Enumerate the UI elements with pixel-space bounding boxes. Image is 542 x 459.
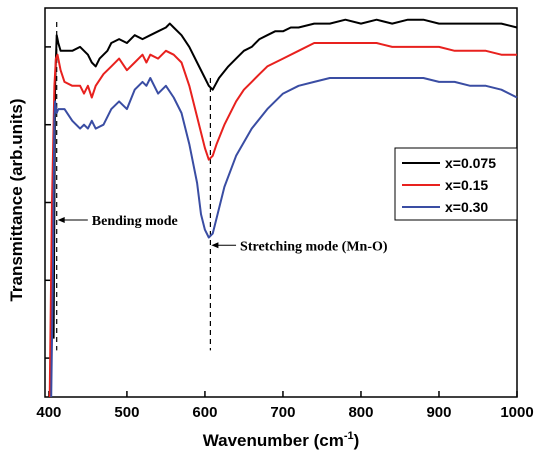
annotation-label-2: Stretching mode (Mn-O)	[240, 239, 388, 254]
x-tick-label-500: 500	[114, 404, 139, 421]
x-axis-title-main: Wavenumber (cm	[203, 431, 344, 450]
legend-label-2: x=0.15	[445, 177, 488, 193]
annotations: Bending mode Stretching mode (Mn-O)	[57, 214, 388, 254]
x-axis-title-sup: -1	[344, 430, 354, 442]
x-axis-ticks: 400 500 600 700 800 900 1000	[36, 391, 534, 421]
legend-items: x=0.075 x=0.15 x=0.30	[402, 155, 496, 215]
legend-label-1: x=0.075	[445, 155, 496, 171]
x-axis-title: Wavenumber (cm-1)	[203, 430, 360, 450]
x-axis-title-close: )	[354, 431, 360, 450]
x-tick-label-800: 800	[348, 404, 373, 421]
legend: x=0.075 x=0.15 x=0.30	[394, 147, 518, 221]
series-layer	[48, 18, 518, 398]
x-tick-label-400: 400	[36, 404, 61, 421]
annotation-arrow-head-1	[57, 217, 65, 224]
legend-label-3: x=0.30	[445, 199, 488, 215]
x-tick-label-1000: 1000	[500, 404, 533, 421]
x-tick-label-600: 600	[192, 404, 217, 421]
guide-lines	[56, 22, 211, 351]
x-tick-label-700: 700	[270, 404, 295, 421]
series-line-2	[48, 42, 517, 398]
series-line-1	[52, 18, 518, 339]
annotation-arrow-head-2	[211, 242, 219, 249]
series-line-3	[50, 77, 518, 398]
annotation-label-1: Bending mode	[92, 214, 178, 229]
x-tick-label-900: 900	[426, 404, 451, 421]
y-axis-title: Transmittance (arb.units)	[7, 98, 26, 301]
